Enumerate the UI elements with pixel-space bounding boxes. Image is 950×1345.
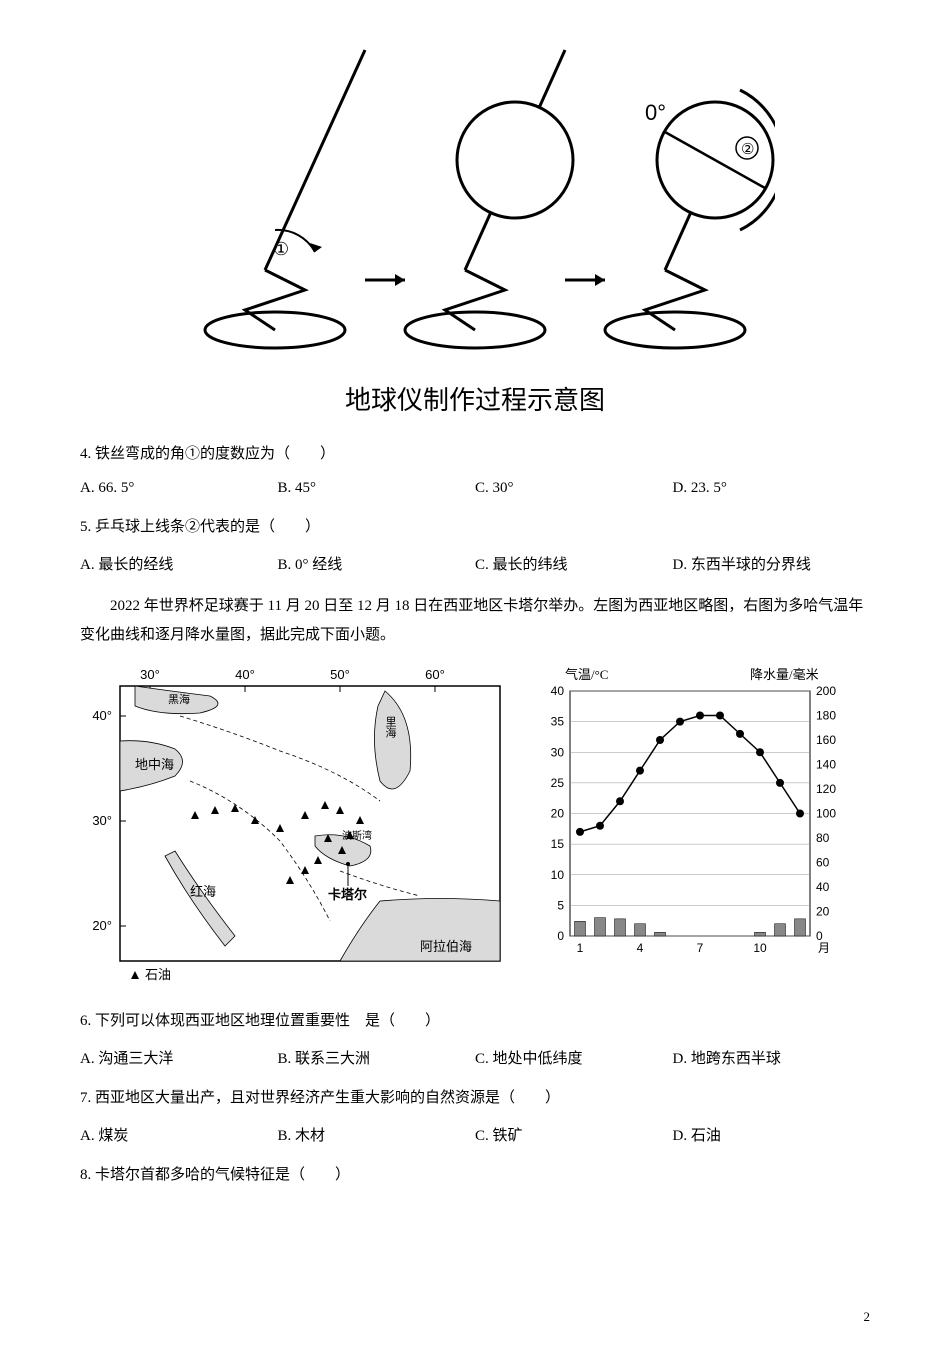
svg-text:1: 1: [577, 941, 584, 955]
svg-text:10: 10: [551, 868, 565, 882]
svg-text:②: ②: [741, 142, 754, 158]
page-number: 2: [864, 1309, 871, 1325]
svg-text:20°: 20°: [92, 918, 112, 933]
q4-opt-b: B. 45°: [278, 480, 476, 497]
svg-text:35: 35: [551, 715, 565, 729]
svg-text:0: 0: [557, 929, 564, 943]
svg-text:80: 80: [816, 831, 830, 845]
svg-text:25: 25: [551, 776, 565, 790]
svg-text:降水量/毫米: 降水量/毫米: [750, 667, 819, 682]
svg-text:红海: 红海: [190, 884, 216, 899]
q5-opt-b: B. 0° 经线: [278, 553, 476, 574]
svg-text:5: 5: [557, 898, 564, 912]
svg-text:20: 20: [551, 807, 565, 821]
svg-text:60°: 60°: [425, 667, 445, 682]
svg-text:波斯湾: 波斯湾: [342, 829, 372, 842]
svg-text:50°: 50°: [330, 667, 350, 682]
q4-opt-a: A. 66. 5°: [80, 480, 278, 497]
svg-text:黑海: 黑海: [168, 692, 190, 706]
svg-text:石油: 石油: [145, 967, 171, 982]
q5-opt-a: A. 最长的经线: [80, 553, 278, 574]
climate-chart: 气温/°C降水量/毫米05101520253035400204060801001…: [530, 661, 850, 971]
q4-opt-d: D. 23. 5°: [673, 480, 871, 497]
q6-opt-b: B. 联系三大洲: [278, 1047, 476, 1068]
q6-opt-d: D. 地跨东西半球: [673, 1047, 871, 1068]
svg-text:地中海: 地中海: [135, 757, 174, 772]
q4-text: 4. 铁丝弯成的角①的度数应为（ ）: [80, 442, 870, 466]
svg-text:30°: 30°: [140, 667, 160, 682]
q6-opt-a: A. 沟通三大洋: [80, 1047, 278, 1068]
svg-text:气温/°C: 气温/°C: [565, 667, 608, 682]
svg-text:60: 60: [816, 856, 830, 870]
q5-text: 5. 乒乓球上线条②代表的是（ ）: [80, 515, 870, 539]
q6-text: 6. 下列可以体现西亚地区地理位置重要性 是（ ）: [80, 1009, 870, 1033]
svg-text:①: ①: [273, 239, 289, 259]
q7-options: A. 煤炭 B. 木材 C. 铁矿 D. 石油: [80, 1124, 870, 1145]
svg-text:180: 180: [816, 709, 836, 723]
svg-text:20: 20: [816, 905, 830, 919]
q7-opt-d: D. 石油: [673, 1124, 871, 1145]
svg-text:4: 4: [637, 941, 644, 955]
west-asia-map: 30° 40° 50° 60° 40° 30° 20° 黑海里海地中海红海 波斯湾阿拉伯海 卡塔尔…: [80, 661, 510, 991]
svg-text:15: 15: [551, 837, 565, 851]
q5-options: A. 最长的经线 B. 0° 经线 C. 最长的纬线 D. 东西半球的分界线: [80, 553, 870, 574]
q7-opt-c: C. 铁矿: [475, 1124, 673, 1145]
svg-text:月: 月: [818, 941, 830, 955]
q6-options: A. 沟通三大洋 B. 联系三大洲 C. 地处中低纬度 D. 地跨东西半球: [80, 1047, 870, 1068]
q7-text: 7. 西亚地区大量出产，且对世界经济产生重大影响的自然资源是（ ）: [80, 1086, 870, 1110]
svg-text:里海: 里海: [384, 716, 397, 739]
q8-text: 8. 卡塔尔首都多哈的气候特征是（ ）: [80, 1163, 870, 1187]
svg-text:30°: 30°: [92, 813, 112, 828]
q6-opt-c: C. 地处中低纬度: [475, 1047, 673, 1068]
q4-options: A. 66. 5° B. 45° C. 30° D. 23. 5°: [80, 480, 870, 497]
q7-opt-a: A. 煤炭: [80, 1124, 278, 1145]
svg-text:100: 100: [816, 807, 836, 821]
q5-opt-d: D. 东西半球的分界线: [673, 553, 871, 574]
svg-text:200: 200: [816, 684, 836, 698]
q4-opt-c: C. 30°: [475, 480, 673, 497]
svg-text:40: 40: [816, 880, 830, 894]
passage-text: 2022 年世界杯足球赛于 11 月 20 日至 12 月 18 日在西亚地区卡…: [80, 592, 870, 649]
q7-opt-b: B. 木材: [278, 1124, 476, 1145]
svg-text:140: 140: [816, 758, 836, 772]
maps-row: 30° 40° 50° 60° 40° 30° 20° 黑海里海地中海红海 波斯湾阿拉伯海 卡塔尔…: [80, 661, 870, 991]
svg-text:160: 160: [816, 733, 836, 747]
svg-text:0°: 0°: [645, 100, 666, 125]
svg-text:40°: 40°: [92, 708, 112, 723]
svg-text:30: 30: [551, 745, 565, 759]
svg-text:40: 40: [551, 684, 565, 698]
svg-text:阿拉伯海: 阿拉伯海: [420, 939, 472, 954]
svg-text:10: 10: [753, 941, 767, 955]
q5-opt-c: C. 最长的纬线: [475, 553, 673, 574]
globe-diagram: ① 0° ②: [175, 30, 775, 370]
svg-text:7: 7: [697, 941, 704, 955]
svg-text:卡塔尔: 卡塔尔: [328, 887, 367, 902]
svg-text:40°: 40°: [235, 667, 255, 682]
diagram-title: 地球仪制作过程示意图: [80, 380, 870, 417]
svg-text:120: 120: [816, 782, 836, 796]
